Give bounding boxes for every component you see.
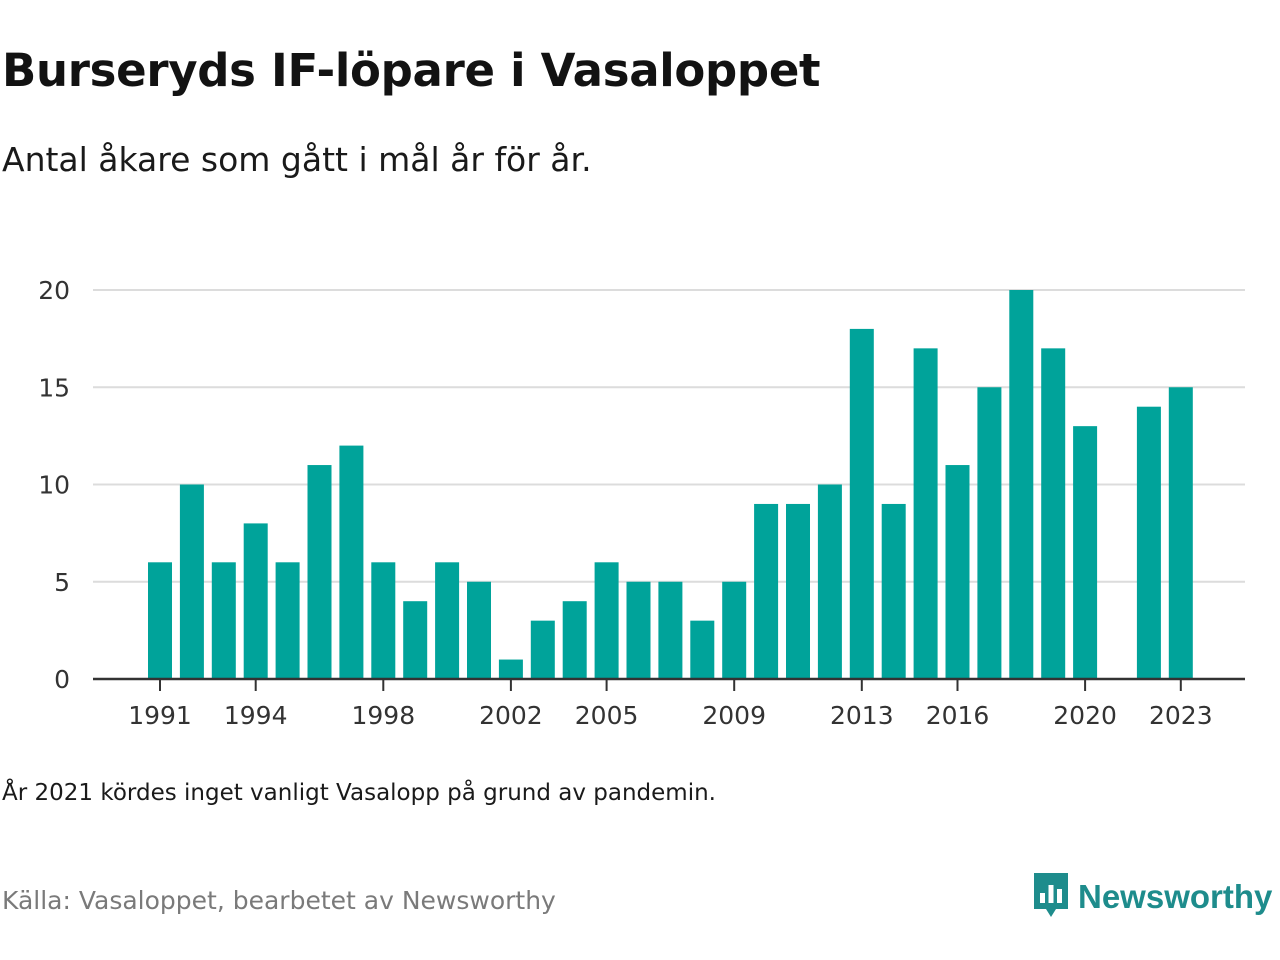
bar [467, 581, 491, 679]
y-tick-label: 5 [54, 568, 70, 597]
bar [1136, 406, 1161, 679]
bars [148, 290, 1193, 679]
brand-name: Newsworthy [1078, 878, 1273, 915]
source-text: Källa: Vasaloppet, bearbetet av Newswort… [2, 886, 556, 915]
bar [211, 562, 236, 679]
x-axis-labels: 1991 1994 1998 2002 2005 2009 2013 2016 2020 2023 [128, 679, 1213, 730]
x-tick-label: 2009 [702, 701, 766, 730]
x-tick-label: 2020 [1053, 701, 1117, 730]
y-tick-label: 15 [38, 373, 70, 402]
x-tick-label: 1994 [224, 701, 288, 730]
brand-logo: Newsworthy [1032, 872, 1272, 922]
chart-note: År 2021 kördes inget vanligt Vasalopp på… [2, 780, 716, 806]
chart-title: Burseryds IF-löpare i Vasaloppet [2, 44, 821, 97]
bar [1168, 387, 1193, 679]
y-axis-labels: 0 5 10 15 20 [38, 276, 70, 694]
bar [243, 523, 268, 679]
bar [339, 445, 364, 679]
x-tick-label: 2016 [926, 701, 990, 730]
bar [307, 465, 332, 679]
y-tick-label: 0 [54, 665, 70, 694]
bar [722, 581, 747, 679]
bar [849, 328, 874, 679]
newsworthy-logo-icon [1032, 871, 1070, 923]
bar [179, 484, 204, 679]
x-tick-label: 1991 [128, 701, 192, 730]
y-tick-label: 20 [38, 276, 70, 305]
bar [945, 465, 970, 679]
bar [658, 581, 683, 679]
bar [1073, 426, 1098, 679]
bar [1041, 348, 1066, 679]
bar [913, 348, 938, 679]
x-tick-label: 1998 [351, 701, 415, 730]
bar-chart: 0 5 10 15 20 1991 1994 1998 2002 2005 2009 2013 201… [38, 276, 1245, 730]
x-tick-label: 2013 [830, 701, 894, 730]
bar [786, 503, 810, 679]
bar [754, 503, 779, 679]
x-tick-label: 2023 [1149, 701, 1213, 730]
bar [977, 387, 1002, 679]
bar [690, 620, 715, 679]
bar [498, 659, 523, 679]
bar [562, 601, 587, 679]
bar [371, 562, 396, 679]
bar [403, 601, 428, 679]
bar [626, 581, 651, 679]
y-tick-label: 10 [38, 471, 70, 500]
bar [817, 484, 842, 679]
bar [881, 503, 906, 679]
bar [594, 562, 619, 679]
bar [275, 562, 300, 679]
x-tick-label: 2002 [479, 701, 543, 730]
bar [1009, 290, 1034, 679]
bar [530, 620, 555, 679]
bar [148, 562, 172, 679]
bar [435, 562, 460, 679]
chart-subtitle: Antal åkare som gått i mål år för år. [2, 140, 592, 179]
x-tick-label: 2005 [575, 701, 639, 730]
